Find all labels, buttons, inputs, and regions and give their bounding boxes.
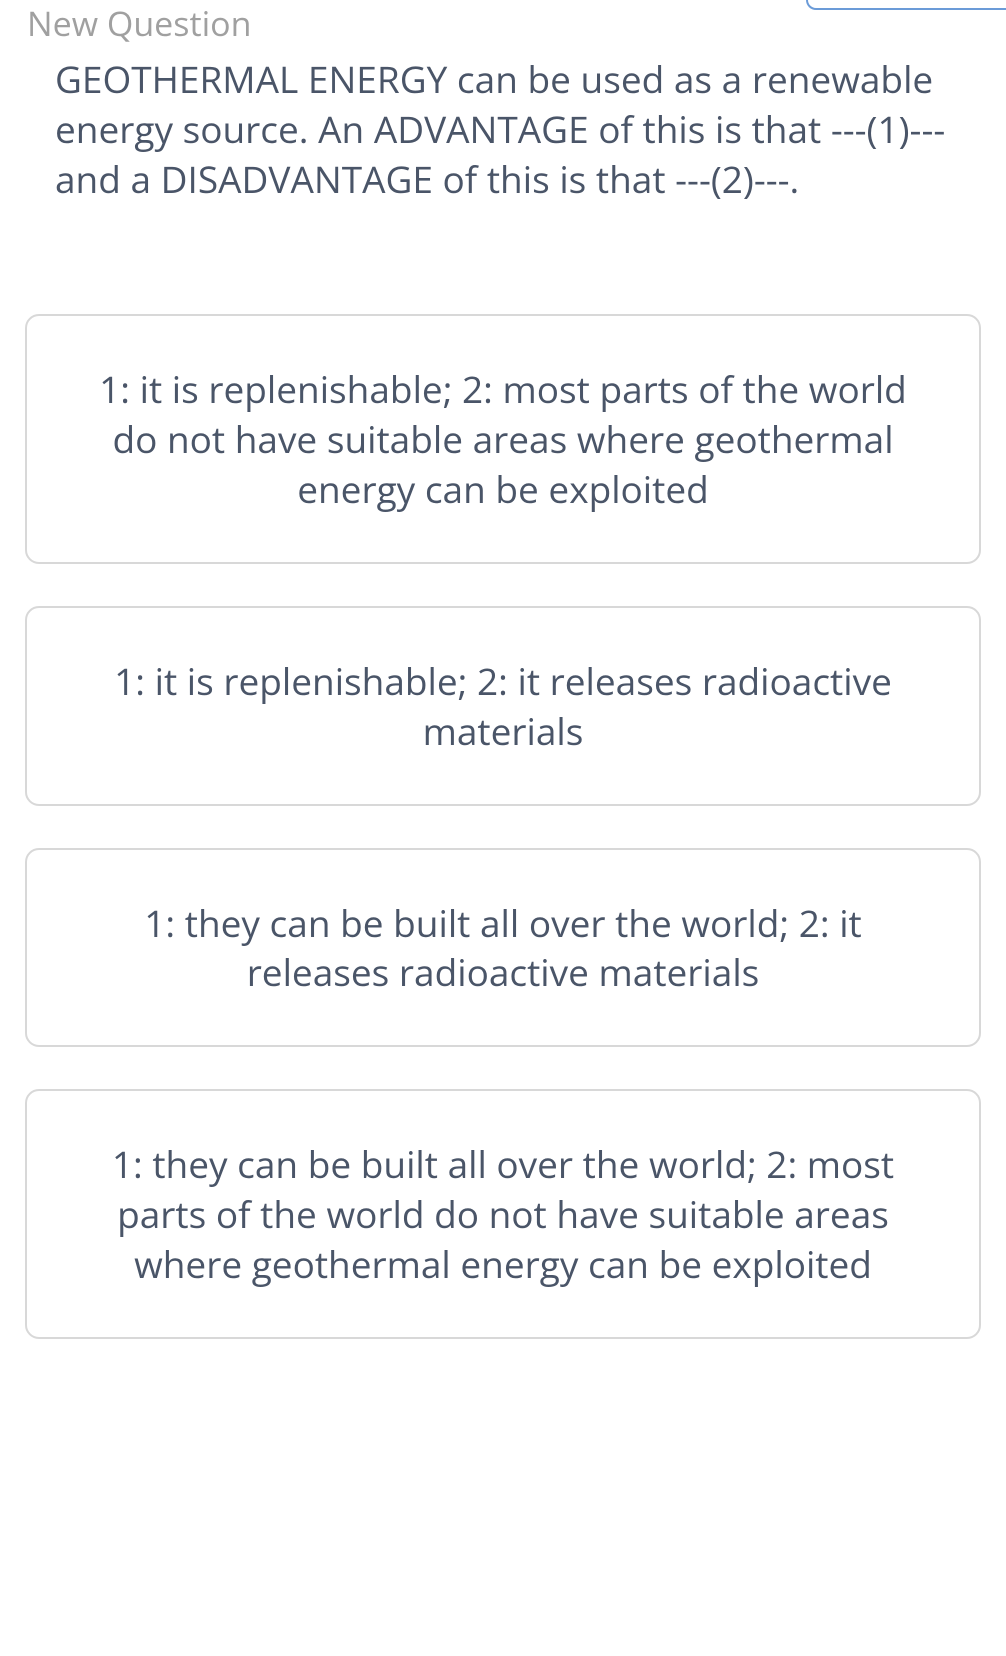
answer-option-1[interactable]: 1: it is replenishable; 2: most parts of… (25, 314, 981, 564)
answer-text: 1: they can be built all over the world;… (75, 1139, 931, 1289)
answer-text: 1: they can be built all over the world;… (75, 898, 931, 998)
top-button-fragment[interactable] (806, 0, 1006, 10)
answer-option-4[interactable]: 1: they can be built all over the world;… (25, 1089, 981, 1339)
answer-option-2[interactable]: 1: it is replenishable; 2: it releases r… (25, 606, 981, 806)
question-prompt: GEOTHERMAL ENERGY can be used as a renew… (55, 54, 981, 204)
answer-text: 1: it is replenishable; 2: most parts of… (75, 364, 931, 514)
answer-text: 1: it is replenishable; 2: it releases r… (75, 656, 931, 756)
answer-option-3[interactable]: 1: they can be built all over the world;… (25, 848, 981, 1048)
